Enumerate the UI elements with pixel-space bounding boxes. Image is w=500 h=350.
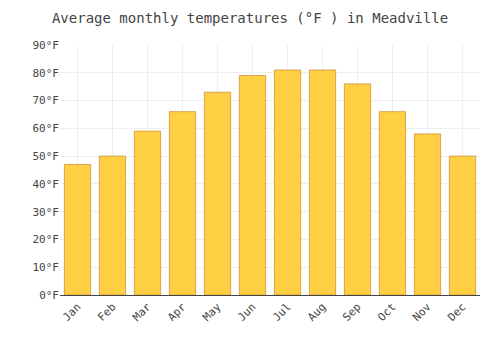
svg-text:90°F: 90°F <box>33 39 60 52</box>
svg-text:50°F: 50°F <box>33 150 60 163</box>
svg-text:Nov: Nov <box>410 300 434 324</box>
svg-text:Aug: Aug <box>305 301 328 324</box>
svg-text:Apr: Apr <box>165 300 189 324</box>
svg-text:Average monthly temperatures (: Average monthly temperatures (°F ) in Me… <box>52 10 448 26</box>
svg-text:60°F: 60°F <box>33 122 60 135</box>
svg-text:Dec: Dec <box>445 301 468 324</box>
svg-text:Jun: Jun <box>235 301 258 324</box>
svg-text:Mar: Mar <box>130 300 154 324</box>
svg-text:80°F: 80°F <box>33 67 60 80</box>
svg-text:20°F: 20°F <box>33 233 60 246</box>
svg-text:Jul: Jul <box>270 301 293 324</box>
svg-text:Oct: Oct <box>375 301 398 324</box>
svg-text:Sep: Sep <box>340 301 363 324</box>
svg-text:10°F: 10°F <box>33 261 60 274</box>
svg-text:30°F: 30°F <box>33 206 60 219</box>
svg-text:70°F: 70°F <box>33 94 60 107</box>
svg-text:May: May <box>200 300 224 324</box>
svg-text:0°F: 0°F <box>39 289 59 302</box>
svg-text:40°F: 40°F <box>33 178 60 191</box>
svg-text:Jan: Jan <box>60 301 83 324</box>
svg-text:Feb: Feb <box>95 301 118 324</box>
